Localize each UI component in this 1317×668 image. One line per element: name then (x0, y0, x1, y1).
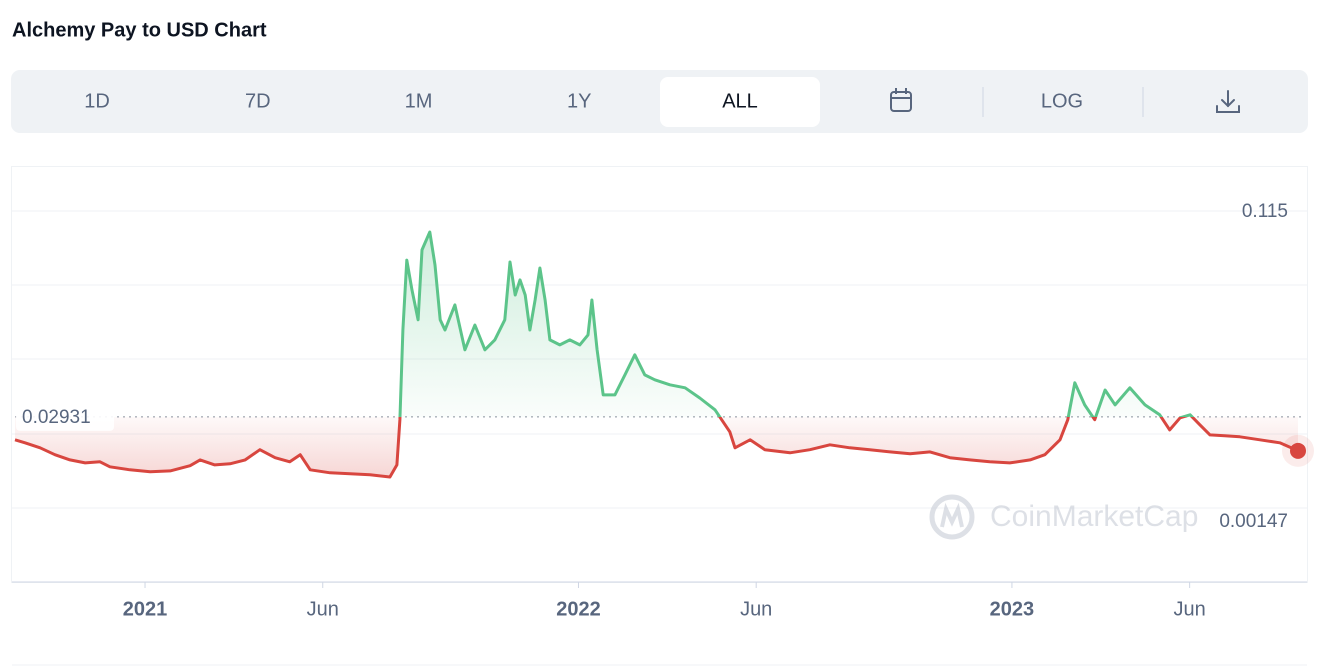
high-label: 0.115 (1242, 201, 1288, 222)
tab[interactable]: 1Y (567, 90, 591, 112)
chart-title: Alchemy Pay to USD Chart (12, 19, 267, 41)
tab[interactable]: 7D (245, 90, 271, 112)
download-icon (1216, 105, 1240, 113)
watermark: CoinMarketCap (929, 494, 1198, 540)
watermark-logo (929, 494, 975, 540)
tab[interactable]: ALL (722, 90, 758, 112)
x-tick-label: 2021 (123, 598, 168, 620)
calendar-button[interactable] (890, 88, 912, 112)
last-point (1290, 442, 1306, 459)
active-tab (660, 77, 820, 127)
x-tick-label: 2022 (556, 598, 601, 620)
toolbar (11, 70, 1308, 133)
x-tick-label: Jun (1174, 598, 1206, 620)
baseline-label-box (16, 402, 114, 431)
x-tick-label: Jun (307, 598, 339, 620)
log-button[interactable]: LOG (1041, 90, 1083, 112)
tab[interactable]: 1D (84, 90, 110, 112)
tab[interactable]: 1M (405, 90, 433, 112)
watermark-text: CoinMarketCap (990, 500, 1198, 533)
low-label: 0.00147 (1219, 511, 1288, 532)
baseline-label: 0.02931 (22, 407, 91, 428)
watermark-logo (940, 502, 964, 528)
price-line (14, 230, 1299, 479)
download-button[interactable] (1216, 90, 1240, 113)
calendar-icon (890, 91, 912, 112)
download-icon (1221, 99, 1235, 108)
x-tick-label: 2023 (990, 598, 1035, 620)
x-tick-label: Jun (740, 598, 772, 620)
area-fill (15, 232, 1298, 477)
